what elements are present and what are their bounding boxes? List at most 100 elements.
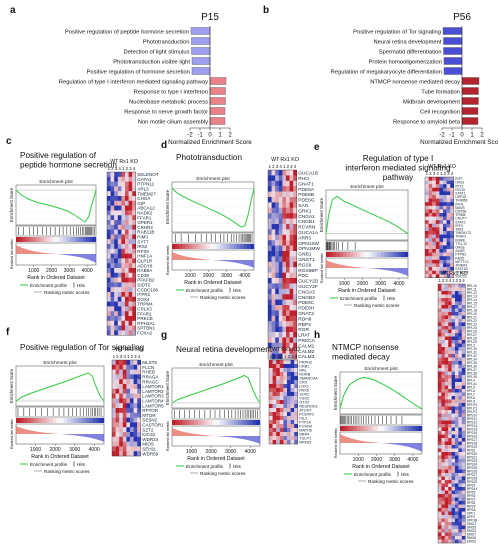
heat-cell-c-29-6	[128, 311, 133, 317]
heat-cell-d-33-4	[282, 348, 287, 354]
heat-cell-h-41-0	[438, 427, 442, 432]
heat-cell-c-26-3	[117, 296, 122, 302]
heatmap-sample-c-5: 2	[126, 166, 129, 171]
heat-cell-d-16-2	[275, 256, 279, 262]
heat-cell-e-9-2	[432, 209, 436, 214]
heatmap-sample-g-1: 2	[273, 354, 276, 359]
heat-cell-e-2-6	[446, 184, 451, 188]
heat-cell-d-23-3	[278, 294, 283, 300]
heat-cell-c-1-4	[121, 176, 126, 182]
heat-cell-f-5-2	[119, 384, 123, 389]
gene-label-f-17: MIOS	[142, 442, 154, 447]
heat-cell-g-9-5	[287, 396, 291, 401]
heat-cell-g-4-0	[269, 376, 273, 381]
gradient-seg-f-19	[85, 418, 90, 423]
heat-cell-e-10-3	[435, 213, 440, 217]
heat-cell-c-32-5	[125, 325, 129, 331]
heat-cell-h-66-4	[451, 515, 456, 519]
heat-cell-h-28-2	[444, 382, 449, 386]
gene-label-c-17: HNF1A	[137, 254, 153, 259]
heat-cell-h-14-1	[441, 333, 445, 337]
gene-label-h-26: RPL39	[467, 375, 477, 379]
gene-label-c-10: GPER1	[137, 220, 153, 225]
es-ylabel-h: Enrichment Score	[333, 375, 338, 410]
heat-cell-c-17-1	[110, 253, 115, 259]
heat-cell-c-29-4	[121, 311, 126, 317]
heat-cell-h-13-1	[441, 329, 445, 334]
heat-cell-e-22-2	[432, 256, 436, 260]
rank-tick-label-e-0: 1000	[339, 281, 350, 287]
heat-cell-c-9-1	[110, 215, 115, 221]
gene-label-h-56: RPS29	[467, 480, 478, 484]
heat-cell-h-36-3	[448, 410, 452, 414]
gene-label-c-24: CCDC186	[137, 287, 158, 292]
gene-label-d-23: CNGB3	[298, 295, 315, 301]
heat-cell-c-33-0	[107, 330, 111, 336]
gene-label-c-16: RFX6	[137, 249, 149, 254]
gene-label-c-29: FFAR2	[137, 311, 152, 316]
heat-cell-h-33-4	[451, 399, 456, 404]
heat-cell-c-14-5	[125, 239, 129, 245]
heat-cell-d-21-2	[275, 283, 279, 289]
gene-label-f-19: WDR59	[142, 451, 158, 456]
gradient-seg-e-16	[380, 252, 385, 257]
panel-letter-h: h	[314, 330, 320, 341]
heat-cell-f-3-5	[130, 374, 134, 380]
heatmap-sample-d-4: 1	[283, 164, 286, 169]
heat-cell-c-14-2	[114, 239, 118, 245]
bar-a-3	[191, 57, 211, 65]
heat-cell-d-28-1	[271, 321, 276, 327]
heat-cell-g-14-0	[269, 416, 273, 421]
heat-cell-d-8-7	[293, 213, 297, 219]
heatmap-sample-h-1: 2	[442, 278, 445, 283]
heat-cell-h-5-3	[448, 301, 452, 306]
heat-cell-f-6-6	[133, 388, 138, 394]
heat-cell-e-19-5	[443, 245, 447, 250]
rank-xlabel-e: Rank in Ordered Dataset	[338, 288, 396, 294]
heat-cell-h-40-6	[458, 424, 462, 428]
heat-cell-h-38-3	[448, 417, 452, 421]
gradient-seg-h-14	[387, 426, 392, 431]
heat-cell-d-13-1	[271, 240, 276, 246]
heat-cell-f-6-3	[122, 388, 127, 394]
heat-cell-e-23-4	[439, 259, 444, 264]
heat-cell-d-19-2	[275, 272, 279, 279]
heatmap-frame-f	[111, 359, 141, 457]
heat-cell-h-72-5	[455, 536, 459, 540]
heat-cell-h-22-1	[441, 361, 445, 365]
heat-cell-h-9-0	[438, 315, 442, 320]
gradient-seg-d-10	[206, 244, 210, 249]
heat-cell-c-22-7	[132, 277, 136, 283]
heat-cell-h-4-2	[444, 298, 449, 302]
heat-cell-g-17-7	[294, 428, 298, 433]
rank-tick-label-f-0: 1000	[30, 447, 41, 453]
heat-cell-f-11-7	[137, 412, 141, 418]
heat-cell-h-34-7	[461, 403, 466, 407]
heat-cell-e-4-2	[432, 191, 436, 196]
heat-cell-f-12-2	[119, 417, 123, 423]
gradient-seg-c-4	[29, 237, 33, 242]
es-curve-c	[15, 189, 97, 223]
heat-cell-h-59-0	[438, 490, 442, 495]
heat-cell-e-7-2	[432, 202, 436, 206]
heat-cell-e-9-1	[428, 209, 433, 214]
heat-cell-c-20-5	[125, 268, 129, 273]
heat-cell-h-6-1	[441, 305, 445, 309]
heat-cell-c-5-2	[114, 196, 118, 201]
heat-cell-f-17-5	[130, 441, 134, 447]
heat-cell-c-29-1	[110, 311, 115, 317]
heat-cell-f-12-6	[133, 417, 138, 423]
heat-cell-g-18-6	[290, 432, 295, 437]
heat-cell-e-2-4	[439, 184, 444, 188]
heat-cell-f-12-0	[112, 417, 116, 423]
heat-cell-h-65-7	[461, 511, 466, 516]
heat-cell-d-34-2	[275, 353, 279, 360]
heat-cell-e-13-0	[425, 223, 429, 228]
heat-cell-h-45-3	[448, 441, 452, 446]
x-axis-label-b: Normalized Enrichment Score	[420, 139, 498, 146]
heat-cell-d-32-5	[286, 342, 290, 349]
heat-cell-c-30-6	[128, 316, 133, 321]
gene-label-d-13: OPN1SW	[298, 241, 319, 247]
heat-cell-f-16-4	[126, 436, 131, 442]
heat-cell-d-13-3	[278, 240, 283, 246]
